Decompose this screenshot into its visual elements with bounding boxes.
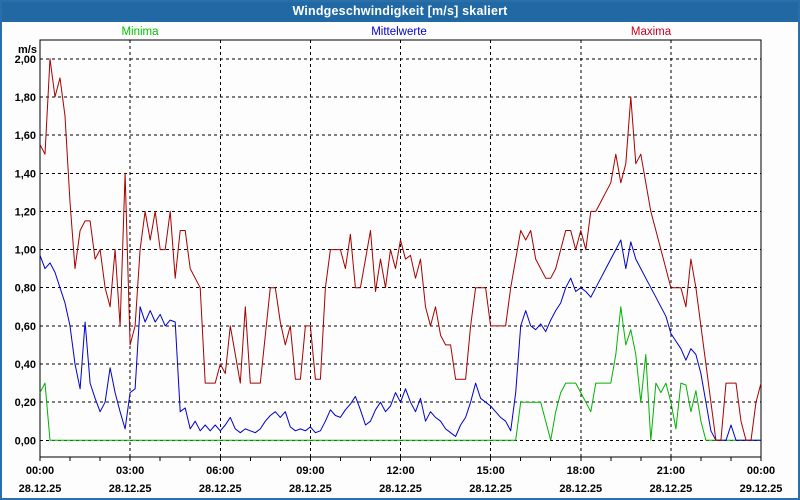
legend-mittelwerte-label: Mittelwerte — [371, 26, 427, 38]
x-tick-time-label: 06:00 — [206, 465, 234, 477]
x-tick-date-label: 28.12.25 — [289, 483, 332, 495]
x-tick-date-label: 28.12.25 — [559, 483, 602, 495]
x-tick-date-label: 28.12.25 — [199, 483, 242, 495]
y-tick-label: 1,40 — [15, 168, 36, 180]
x-tick-date-label: 28.12.25 — [109, 483, 152, 495]
y-tick-label: 0,20 — [15, 397, 36, 409]
legend-maxima-label: Maxima — [630, 26, 672, 38]
x-tick-time-label: 00:00 — [747, 465, 775, 477]
maxima-series — [39, 58, 762, 441]
x-tick-date-label: 28.12.25 — [649, 483, 692, 495]
y-tick-label: 0,00 — [15, 435, 36, 447]
x-tick-time-label: 15:00 — [477, 465, 505, 477]
y-axis-unit-label: m/s — [18, 44, 37, 56]
y-tick-label: 1,00 — [15, 245, 36, 257]
x-tick-time-label: 18:00 — [567, 465, 595, 477]
y-tick-label: 0,80 — [15, 283, 36, 295]
y-tick-label: 1,80 — [15, 92, 36, 104]
window-title: Windgeschwindigkeit [m/s] skaliert — [292, 4, 508, 18]
legend-minima-label: Minima — [121, 26, 159, 38]
mittelwerte-series — [39, 239, 761, 441]
x-tick-date-label: 28.12.25 — [19, 483, 62, 495]
x-tick-time-label: 03:00 — [116, 465, 144, 477]
y-tick-label: 0,60 — [15, 321, 36, 333]
title-bar[interactable]: Windgeschwindigkeit [m/s] skaliert — [0, 0, 800, 22]
x-tick-date-label: 28.12.25 — [379, 483, 422, 495]
y-tick-label: 0,40 — [15, 359, 36, 371]
x-tick-time-label: 21:00 — [657, 465, 685, 477]
minima-series — [39, 306, 761, 441]
x-tick-time-label: 09:00 — [296, 465, 324, 477]
x-tick-time-label: 00:00 — [26, 465, 54, 477]
y-tick-label: 1,60 — [15, 130, 36, 142]
x-tick-date-label: 28.12.25 — [469, 483, 512, 495]
y-tick-label: 1,20 — [15, 206, 36, 218]
y-tick-label: 2,00 — [15, 54, 36, 66]
x-tick-date-label: 29.12.25 — [740, 483, 783, 495]
x-tick-time-label: 12:00 — [386, 465, 414, 477]
